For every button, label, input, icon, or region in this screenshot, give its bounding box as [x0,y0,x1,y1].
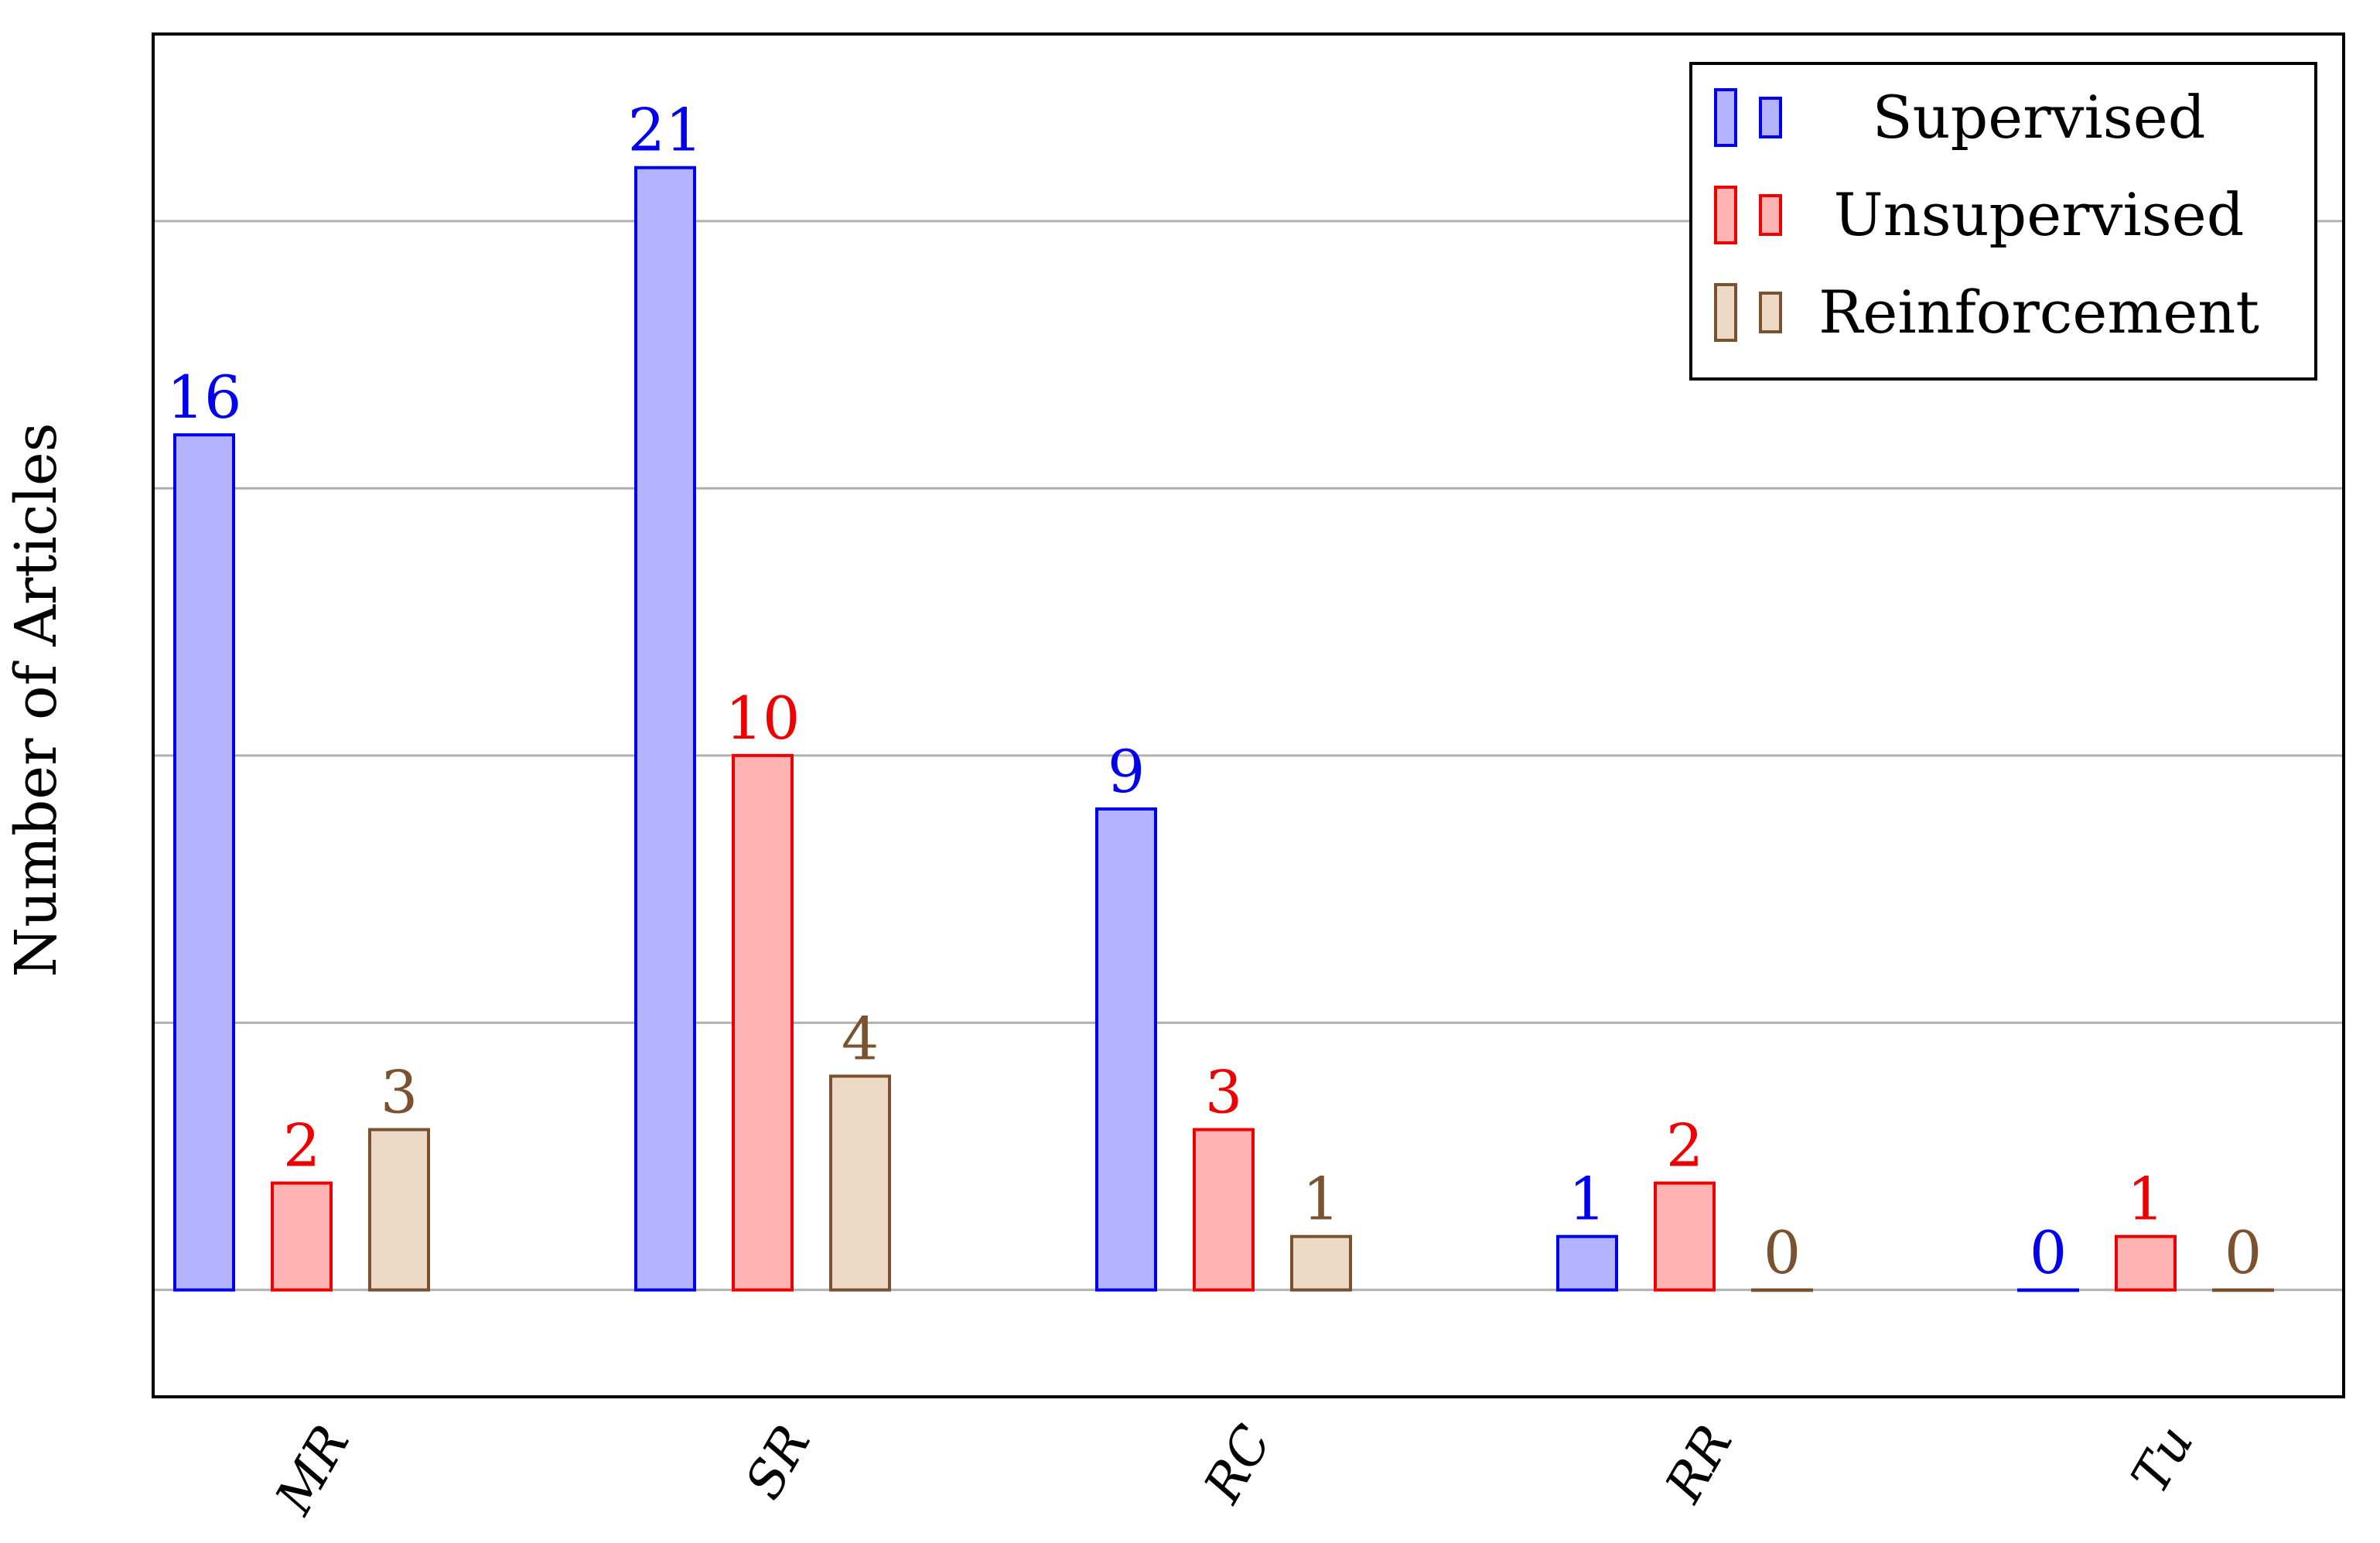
legend-box [1689,62,2317,381]
legend-swatch-small-supervised [1759,97,1782,138]
y-axis-label: Number of Articles [3,422,70,977]
bars [173,166,2274,1292]
bar-rc-reinforcement [1290,1234,1352,1292]
plot-frame [152,32,2345,1398]
legend-label-unsupervised: Unsupervised [1834,180,2245,249]
bar-rr-reinforcement [1751,1288,1813,1292]
legend-swatch-reinforcement [1714,283,1737,342]
value-label-mr-unsupervised: 2 [283,1111,320,1180]
bar-sr-unsupervised [732,753,794,1292]
bar-rc-supervised [1095,807,1157,1292]
legend: Supervised Unsupervised Reinforcement [1689,62,2317,381]
value-label-tu-reinforcement: 0 [2225,1218,2262,1287]
x-tick-label-tu: Tu [2120,1415,2205,1503]
value-label-rc-reinforcement: 1 [1303,1165,1340,1234]
bar-mr-reinforcement [368,1128,430,1292]
value-label-rr-unsupervised: 2 [1666,1111,1703,1180]
legend-swatch-unsupervised [1714,186,1737,244]
value-label-rc-unsupervised: 3 [1205,1058,1242,1127]
legend-swatch-small-unsupervised [1759,194,1782,236]
x-tick-label-sr: SR [733,1415,821,1509]
value-label-tu-supervised: 0 [2030,1218,2067,1287]
bar-sr-reinforcement [829,1074,891,1292]
value-label-mr-supervised: 16 [167,363,242,432]
bar-tu-reinforcement [2212,1288,2274,1292]
bar-sr-supervised [634,166,696,1292]
legend-swatch-supervised [1714,88,1737,147]
gridlines [153,220,2344,1292]
bar-tu-unsupervised [2115,1234,2177,1292]
value-label-sr-unsupervised: 10 [726,684,801,753]
value-label-rc-supervised: 9 [1108,737,1145,806]
value-label-tu-unsupervised: 1 [2127,1165,2164,1234]
legend-swatch-small-reinforcement [1759,292,1782,333]
legend-label-reinforcement: Reinforcement [1818,278,2259,346]
value-label-rr-supervised: 1 [1569,1165,1606,1234]
x-tick-labels: MR SR RC RR Tu [264,1415,2205,1524]
bar-mr-unsupervised [271,1181,333,1292]
bar-rc-unsupervised [1193,1128,1255,1292]
value-label-mr-reinforcement: 3 [381,1058,418,1127]
x-tick-label-mr: MR [264,1415,361,1524]
bar-rr-unsupervised [1654,1181,1716,1292]
legend-label-supervised: Supervised [1873,83,2206,152]
bar-tu-supervised [2017,1288,2079,1292]
value-label-sr-reinforcement: 4 [842,1004,879,1073]
value-label-sr-supervised: 21 [628,96,703,165]
bar-mr-supervised [173,433,235,1292]
bar-rr-supervised [1556,1234,1618,1292]
x-tick-label-rc: RC [1192,1415,1282,1513]
x-tick-label-rr: RR [1654,1415,1744,1512]
value-label-rr-reinforcement: 0 [1764,1218,1801,1287]
